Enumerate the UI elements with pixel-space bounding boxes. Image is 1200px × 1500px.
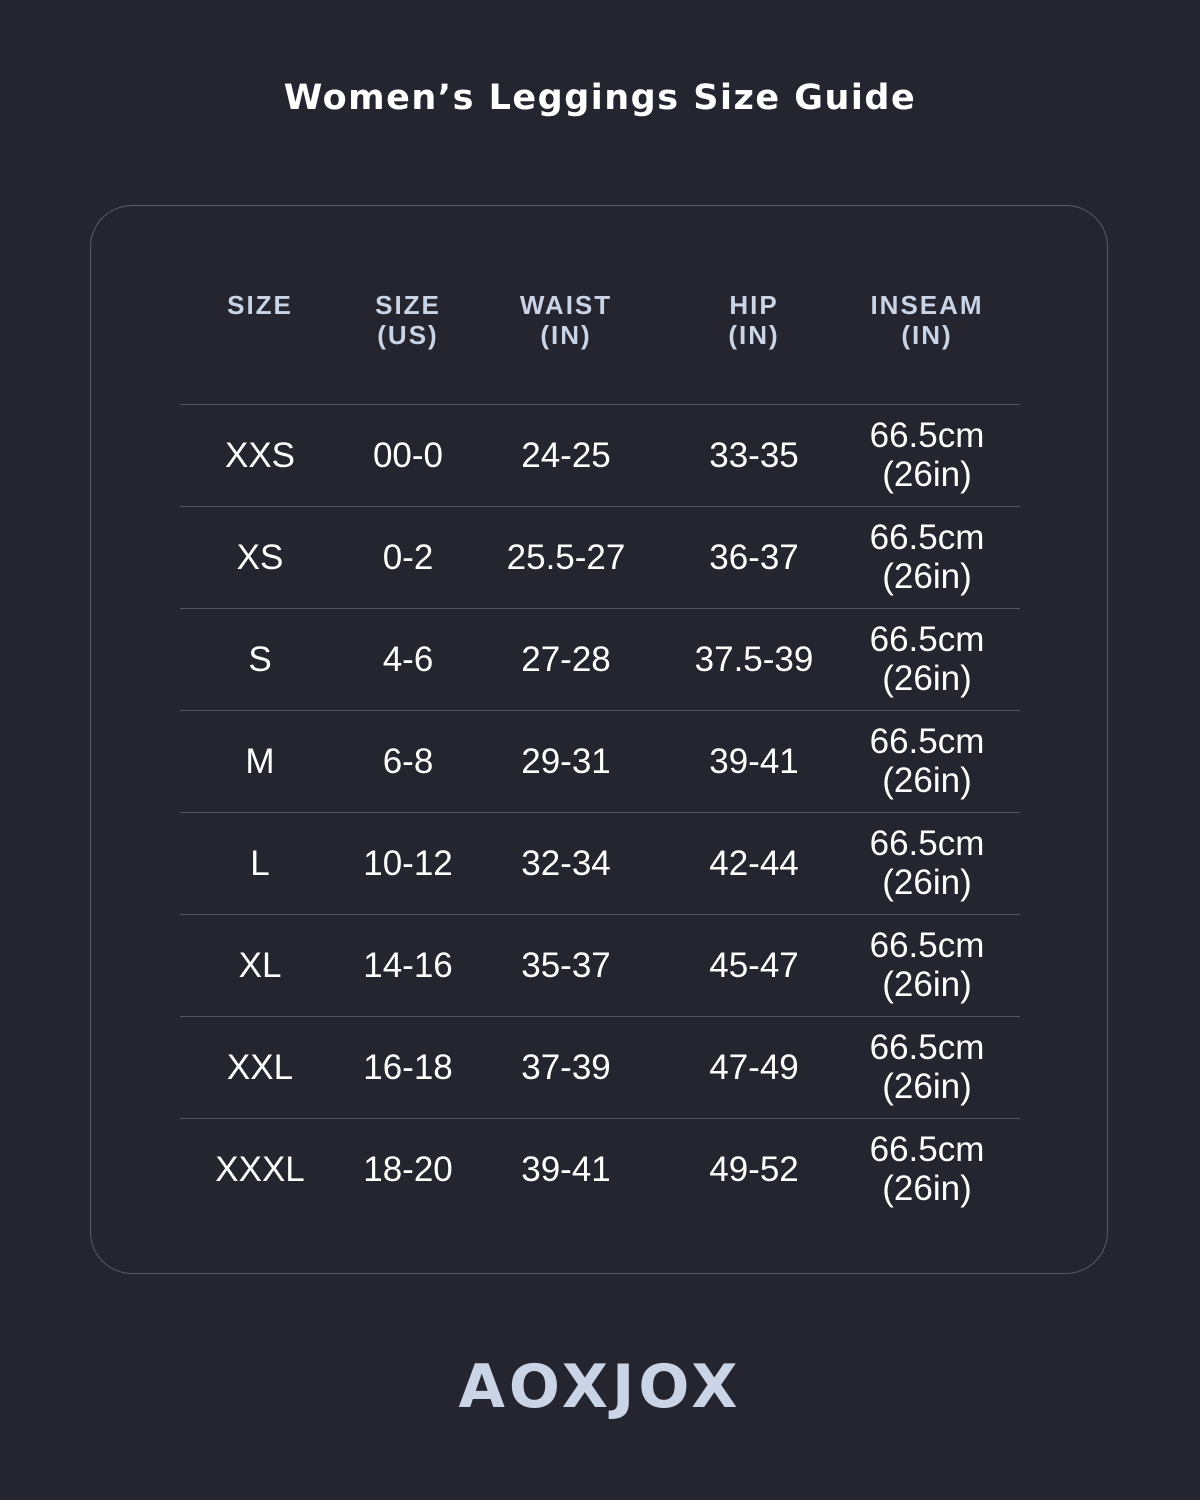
page-title: Women’s Leggings Size Guide <box>283 78 917 118</box>
table-cell: 14-16 <box>363 945 453 985</box>
table-cell: 24-25 <box>521 435 611 475</box>
table-row: XXL 16-18 37-39 47-49 66.5cm (26in) <box>180 1016 1020 1118</box>
table-cell: XXS <box>224 435 296 475</box>
table-cell: 49-52 <box>709 1149 799 1189</box>
table-cell: 39-41 <box>709 741 799 781</box>
table-cell: 66.5cm (26in) <box>869 824 985 902</box>
table-cell: 66.5cm (26in) <box>869 1028 985 1106</box>
table-cell: 37.5-39 <box>694 639 814 679</box>
table-cell: 27-28 <box>521 639 611 679</box>
column-header: SIZE (US) <box>375 290 441 350</box>
table-header: SIZE SIZE (US) WAIST (IN) HIP (IN) INSEAM (I… <box>0 290 1200 360</box>
table-cell: 66.5cm (26in) <box>869 1130 985 1208</box>
table-cell: 18-20 <box>363 1149 453 1189</box>
column-header: SIZE <box>227 290 293 320</box>
table-cell: 66.5cm (26in) <box>869 926 985 1004</box>
table-row: XXS 00-0 24-25 33-35 66.5cm (26in) <box>180 404 1020 506</box>
table-cell: 33-35 <box>709 435 799 475</box>
table-row: S 4-6 27-28 37.5-39 66.5cm (26in) <box>180 608 1020 710</box>
column-header: WAIST (IN) <box>519 290 613 350</box>
table-cell: 47-49 <box>709 1047 799 1087</box>
table-row: XS 0-2 25.5-27 36-37 66.5cm (26in) <box>180 506 1020 608</box>
table-cell: 32-34 <box>521 843 611 883</box>
column-header: HIP (IN) <box>728 290 780 350</box>
table-cell: 42-44 <box>709 843 799 883</box>
table-cell: 37-39 <box>521 1047 611 1087</box>
table-cell: XS <box>236 537 284 577</box>
table-cell: 39-41 <box>521 1149 611 1189</box>
table-cell: 4-6 <box>382 639 434 679</box>
table-cell: 66.5cm (26in) <box>869 518 985 596</box>
table-cell: 16-18 <box>363 1047 453 1087</box>
table-cell: M <box>245 741 275 781</box>
column-header: INSEAM (IN) <box>870 290 984 350</box>
table-cell: XXL <box>226 1047 294 1087</box>
table-row: XL 14-16 35-37 45-47 66.5cm (26in) <box>180 914 1020 1016</box>
table-cell: 66.5cm (26in) <box>869 722 985 800</box>
table-cell: 35-37 <box>521 945 611 985</box>
table-cell: XL <box>238 945 282 985</box>
table-row: L 10-12 32-34 42-44 66.5cm (26in) <box>180 812 1020 914</box>
table-cell: 6-8 <box>382 741 434 781</box>
size-table-body: XXS 00-0 24-25 33-35 66.5cm (26in) XS 0-2 25.5-… <box>180 404 1020 1220</box>
table-cell: L <box>250 843 270 883</box>
table-cell: 66.5cm (26in) <box>869 620 985 698</box>
table-cell: 45-47 <box>709 945 799 985</box>
table-cell: 00-0 <box>372 435 444 475</box>
table-cell: S <box>248 639 272 679</box>
table-row: M 6-8 29-31 39-41 66.5cm (26in) <box>180 710 1020 812</box>
table-cell: XXXL <box>215 1149 305 1189</box>
table-cell: 66.5cm (26in) <box>869 416 985 494</box>
size-chart-card <box>90 205 1108 1274</box>
table-cell: 0-2 <box>382 537 434 577</box>
table-cell: 36-37 <box>709 537 799 577</box>
brand-logo: AOXJOX <box>458 1352 742 1422</box>
table-row: XXXL 18-20 39-41 49-52 66.5cm (26in) <box>180 1118 1020 1220</box>
table-cell: 10-12 <box>363 843 453 883</box>
table-cell: 25.5-27 <box>506 537 626 577</box>
table-cell: 29-31 <box>521 741 611 781</box>
